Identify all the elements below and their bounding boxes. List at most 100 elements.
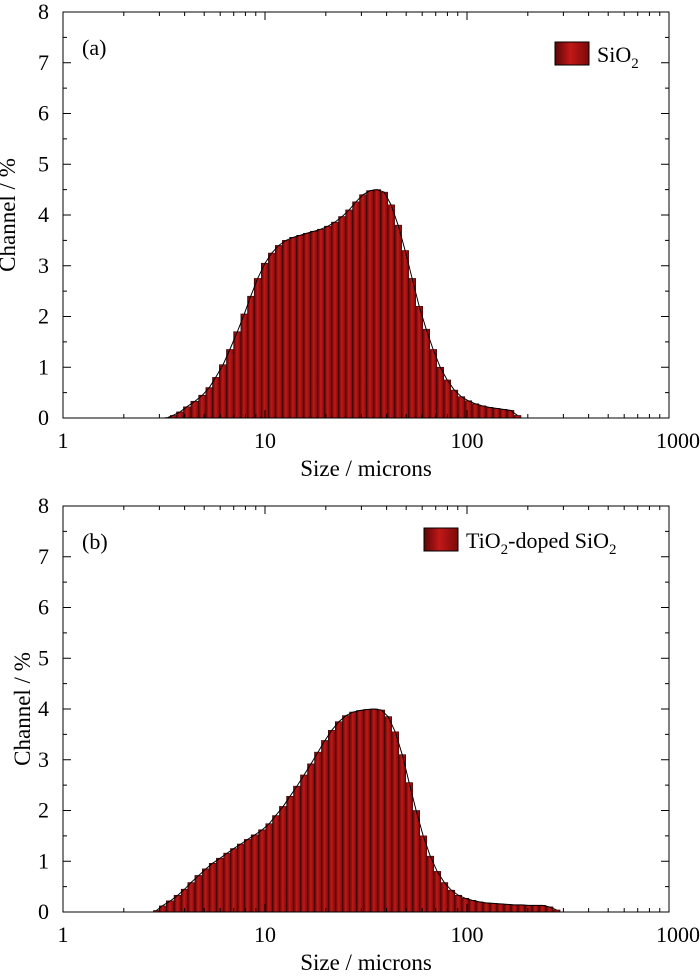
bar bbox=[447, 889, 456, 913]
legend-b: TiO2-doped SiO2 bbox=[423, 527, 617, 558]
bar bbox=[422, 328, 430, 419]
y-tick-label: 3 bbox=[38, 253, 49, 278]
bar bbox=[303, 232, 311, 419]
bar bbox=[419, 835, 428, 913]
bar bbox=[272, 815, 280, 913]
bar bbox=[380, 191, 388, 419]
bar bbox=[300, 774, 308, 913]
bar bbox=[482, 902, 491, 913]
legend-swatch-a bbox=[554, 41, 590, 66]
panel-label-b: (b) bbox=[82, 529, 108, 554]
bar bbox=[253, 278, 262, 419]
x-tick-label: 10 bbox=[254, 922, 276, 947]
bar bbox=[415, 306, 424, 419]
bar bbox=[391, 731, 400, 913]
bar bbox=[464, 400, 473, 419]
y-axis-label-a: Channel / % bbox=[0, 158, 20, 272]
bar bbox=[230, 848, 238, 913]
y-tick-label: 4 bbox=[38, 202, 49, 227]
x-tick-label: 100 bbox=[451, 922, 484, 947]
bars-group-b bbox=[153, 708, 561, 913]
bar bbox=[202, 868, 210, 913]
bar bbox=[328, 730, 336, 913]
bar bbox=[293, 785, 301, 913]
x-ticks-b: 1 10 100 1000 bbox=[58, 506, 700, 947]
bar bbox=[289, 237, 297, 419]
y-ticks-a: 0 1 2 3 4 5 6 7 8 bbox=[38, 0, 669, 430]
bar bbox=[412, 810, 420, 913]
bar bbox=[198, 394, 207, 419]
bar bbox=[398, 754, 406, 913]
bar bbox=[342, 715, 350, 913]
bar bbox=[426, 855, 435, 913]
y-tick-label: 7 bbox=[38, 544, 49, 569]
legend-label-b: TiO2-doped SiO2 bbox=[466, 528, 617, 558]
legend-a: SiO2 bbox=[554, 41, 639, 72]
bar bbox=[443, 379, 452, 419]
bar bbox=[274, 245, 283, 419]
bar bbox=[279, 806, 287, 913]
bar bbox=[307, 763, 315, 913]
bar bbox=[187, 882, 196, 913]
legend-swatch-b bbox=[423, 527, 459, 552]
bar bbox=[237, 843, 245, 913]
bar bbox=[387, 204, 395, 419]
bar bbox=[268, 252, 276, 419]
x-tick-label: 1000 bbox=[656, 922, 700, 947]
x-tick-label: 100 bbox=[451, 428, 484, 453]
panel-label-a: (a) bbox=[82, 35, 106, 60]
y-tick-label: 7 bbox=[38, 50, 49, 75]
bar bbox=[194, 875, 203, 913]
y-tick-label: 3 bbox=[38, 747, 49, 772]
bar bbox=[471, 403, 480, 419]
bar bbox=[450, 389, 459, 419]
bar bbox=[317, 228, 325, 419]
y-tick-label: 2 bbox=[38, 798, 49, 823]
bar bbox=[334, 721, 343, 913]
bar bbox=[377, 709, 385, 913]
bar bbox=[436, 366, 445, 419]
bar bbox=[349, 711, 357, 913]
bar bbox=[454, 894, 463, 913]
bar bbox=[345, 209, 353, 419]
bar bbox=[440, 882, 449, 913]
bar bbox=[475, 901, 484, 913]
bar bbox=[496, 903, 505, 913]
bar bbox=[366, 190, 374, 419]
bar bbox=[223, 852, 231, 913]
bar bbox=[226, 349, 234, 419]
bar bbox=[321, 740, 329, 913]
y-tick-label: 5 bbox=[38, 151, 49, 176]
y-tick-label: 1 bbox=[38, 848, 49, 873]
legend-label-a: SiO2 bbox=[597, 42, 639, 72]
y-tick-label: 0 bbox=[38, 899, 49, 924]
x-tick-label: 1 bbox=[58, 922, 69, 947]
bar bbox=[352, 201, 360, 419]
bar bbox=[212, 377, 220, 419]
x-tick-label: 10 bbox=[254, 428, 276, 453]
bar bbox=[216, 857, 224, 913]
bar bbox=[499, 409, 508, 419]
bar bbox=[401, 250, 409, 419]
bar bbox=[489, 903, 498, 913]
y-axis-label-b: Channel / % bbox=[10, 652, 35, 766]
bar bbox=[261, 262, 269, 419]
bar bbox=[208, 862, 217, 913]
bar bbox=[233, 331, 242, 419]
bar bbox=[408, 278, 416, 419]
bar bbox=[405, 782, 413, 913]
bar bbox=[359, 194, 367, 419]
bar bbox=[478, 405, 487, 419]
bar bbox=[506, 410, 515, 419]
y-tick-label: 8 bbox=[38, 0, 49, 24]
bar bbox=[468, 900, 477, 913]
bar bbox=[531, 905, 540, 913]
y-tick-label: 8 bbox=[38, 493, 49, 518]
bar bbox=[205, 387, 213, 419]
bar bbox=[370, 708, 378, 913]
y-ticks-b: 0 1 2 3 4 5 6 7 8 bbox=[38, 493, 669, 924]
outline-curve-b bbox=[156, 708, 557, 911]
bar bbox=[243, 839, 252, 913]
x-ticks-a: 1 10 100 1000 bbox=[58, 12, 700, 453]
